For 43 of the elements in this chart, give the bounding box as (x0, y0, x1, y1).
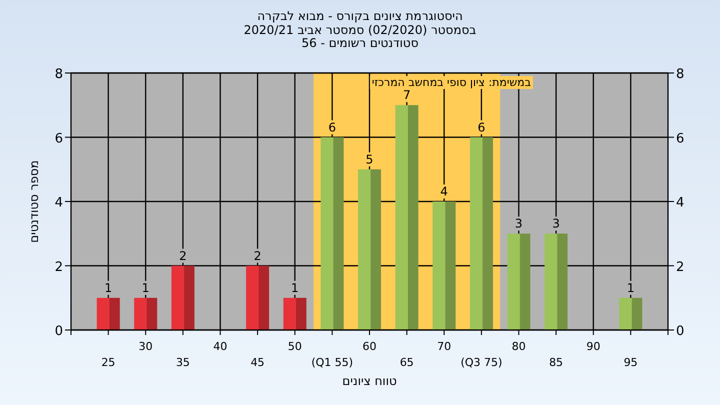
x-tick-label: 45 (250, 356, 265, 369)
y2-tick-label: 0 (676, 324, 684, 339)
data-label: 1 (142, 280, 150, 295)
data-label: 3 (552, 216, 560, 231)
y-tick-label: 2 (54, 260, 63, 275)
data-label: 3 (514, 216, 523, 231)
x-tick-label: (Q1 55) (311, 356, 354, 369)
x-tick-label: 85 (549, 356, 564, 369)
data-label: 7 (402, 88, 411, 102)
y-tick-label: 0 (54, 324, 63, 339)
x-tick-label: (Q3 75) (460, 356, 502, 369)
y-tick-label: 4 (54, 196, 63, 210)
x-tick-label: 50 (288, 340, 302, 353)
x-tick-label: 60 (362, 340, 376, 353)
y2-tick-label: 6 (676, 131, 684, 146)
x-tick-label: 40 (213, 340, 228, 353)
x-tick-label: 30 (138, 340, 153, 353)
data-label: 1 (104, 280, 112, 295)
data-label: 1 (626, 280, 635, 295)
data-label: 1 (291, 280, 299, 295)
chart-subtitle: בסמסטר (02/2020) סמסטר אביב 2020/21 סטודנטים רשומים - 56 (244, 23, 476, 50)
x-tick-label: 70 (437, 340, 452, 353)
data-label: 2 (179, 248, 187, 263)
x-tick-label: 25 (101, 356, 116, 369)
data-label: 2 (254, 248, 262, 263)
x-tick-label: 95 (624, 356, 638, 369)
annotation: במשימת: ציון סופי במחשב המרכזי (372, 76, 531, 89)
x-tick-label: 65 (400, 356, 414, 369)
y2-tick-label: 4 (676, 196, 684, 210)
x-tick-label: 35 (176, 356, 190, 369)
data-label: 4 (440, 184, 448, 198)
y2-tick-label: 2 (676, 260, 684, 275)
y-tick-label: 8 (54, 67, 63, 82)
x-tick-label: 90 (586, 340, 600, 353)
y-axis-title: מספר סטודנטים (27, 160, 41, 243)
chart-title: היסטוגרמת ציונים בקורס - מבוא לבקרה (257, 9, 463, 23)
y-tick-label: 6 (54, 131, 63, 146)
x-tick-label: 80 (512, 340, 526, 353)
y2-tick-label: 8 (676, 67, 684, 82)
data-label: 6 (478, 120, 486, 134)
data-label: 6 (328, 120, 336, 134)
data-label: 5 (366, 152, 374, 166)
x-axis-title: טווח ציונים (342, 374, 397, 388)
